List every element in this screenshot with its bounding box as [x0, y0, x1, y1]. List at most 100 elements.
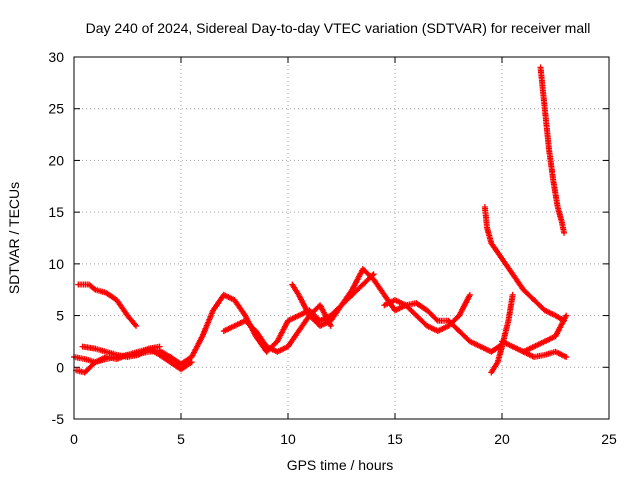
data-point: [327, 322, 334, 329]
trail-markers: [555, 205, 565, 224]
x-tick-label: 25: [601, 431, 617, 447]
trail-markers: [222, 292, 236, 303]
trail-markers: [425, 308, 440, 323]
series-arc-9: [488, 291, 516, 376]
data-point: [188, 359, 195, 366]
trail-markers: [158, 348, 172, 360]
data-point: [509, 291, 516, 298]
trail-markers: [339, 293, 354, 308]
series-arc-3: [79, 343, 163, 360]
trail-markers: [457, 329, 472, 344]
trail-markers: [82, 360, 98, 375]
trail-markers: [393, 297, 408, 308]
trail-markers: [414, 301, 429, 313]
trail-markers: [189, 334, 205, 359]
chart-title: Day 240 of 2024, Sidereal Day-to-day VTE…: [86, 20, 591, 36]
y-axis-label: SDTVAR / TECUs: [6, 182, 22, 294]
series-arc-5: [220, 302, 334, 355]
trail-markers: [104, 290, 119, 303]
y-tick-label: 15: [48, 204, 64, 220]
trail-markers: [253, 329, 269, 349]
trail-markers: [232, 298, 248, 318]
trail-markers: [543, 334, 557, 344]
trail-markers: [510, 272, 526, 292]
trail-markers: [553, 314, 569, 338]
trail-markers: [318, 318, 333, 329]
trail-markers: [361, 272, 376, 287]
trail-markers: [222, 323, 236, 334]
trail-markers: [275, 319, 291, 343]
x-tick-label: 15: [387, 431, 403, 447]
y-tick-label: 10: [48, 256, 64, 272]
trail-markers: [543, 349, 557, 358]
x-tick-label: 5: [177, 431, 185, 447]
trail-markers: [403, 303, 419, 318]
trail-markers: [328, 303, 344, 323]
trail-markers: [94, 346, 108, 355]
trail-markers: [489, 360, 500, 374]
y-tick-label: 30: [48, 49, 64, 65]
trail-markers: [542, 107, 552, 152]
series-arc-4: [75, 281, 140, 329]
trail-markers: [296, 293, 312, 318]
trail-markers: [275, 344, 290, 354]
trail-markers: [543, 308, 557, 318]
trail-markers: [114, 298, 130, 318]
trail-markers: [290, 283, 301, 297]
data-point: [370, 271, 377, 278]
trail-markers: [211, 293, 226, 312]
series-arc-2: [73, 345, 195, 376]
trail-markers: [550, 179, 561, 209]
trail-markers: [500, 339, 515, 349]
trail-markers: [532, 352, 546, 360]
trail-markers: [532, 339, 547, 349]
y-tick-label: 0: [56, 359, 64, 375]
trail-markers: [200, 308, 216, 338]
y-tick-label: 5: [56, 308, 64, 324]
series-arc-8: [481, 203, 568, 324]
trail-markers: [537, 66, 548, 111]
data-point: [133, 322, 140, 329]
trail-markers: [521, 287, 536, 302]
trail-markers: [482, 205, 490, 229]
y-tick-label: 20: [48, 152, 64, 168]
trail-markers: [500, 257, 515, 276]
series-arc-1: [71, 266, 505, 368]
trail-markers: [253, 334, 269, 354]
trail-markers: [371, 277, 387, 297]
trail-markers: [436, 323, 450, 334]
data-point: [563, 353, 570, 360]
trail-markers: [546, 148, 557, 183]
x-tick-label: 0: [70, 431, 78, 447]
data-point: [561, 229, 568, 236]
trail-markers: [489, 241, 504, 261]
trail-markers: [296, 314, 312, 333]
trail-markers: [468, 339, 483, 349]
data-point: [156, 343, 163, 350]
trail-markers: [136, 346, 151, 357]
y-tick-label: 25: [48, 101, 64, 117]
trail-markers: [157, 352, 172, 365]
trail-markers: [457, 293, 473, 318]
series-arc-12: [537, 64, 568, 236]
trail-markers: [179, 354, 194, 367]
trail-markers: [554, 349, 568, 360]
series-arc-11: [520, 348, 570, 360]
data-point: [466, 291, 473, 298]
series-arc-6: [289, 271, 377, 329]
trail-markers: [286, 329, 301, 349]
trail-markers: [350, 282, 365, 297]
trail-markers: [521, 349, 536, 360]
data-point: [563, 312, 570, 319]
trail-markers: [286, 313, 301, 323]
axis-ticks: 0 5 10 15 20 25 -5 0 5 10 15 20 25 30: [48, 49, 617, 447]
trail-markers: [93, 354, 108, 365]
series-arc-7: [381, 291, 473, 335]
trail-markers: [243, 318, 258, 333]
trail-markers: [446, 313, 461, 328]
trail-markers: [125, 313, 138, 328]
trail-markers: [179, 360, 194, 372]
plot-frame: [73, 56, 610, 420]
trail-markers: [414, 313, 429, 328]
trail-markers: [505, 293, 516, 323]
